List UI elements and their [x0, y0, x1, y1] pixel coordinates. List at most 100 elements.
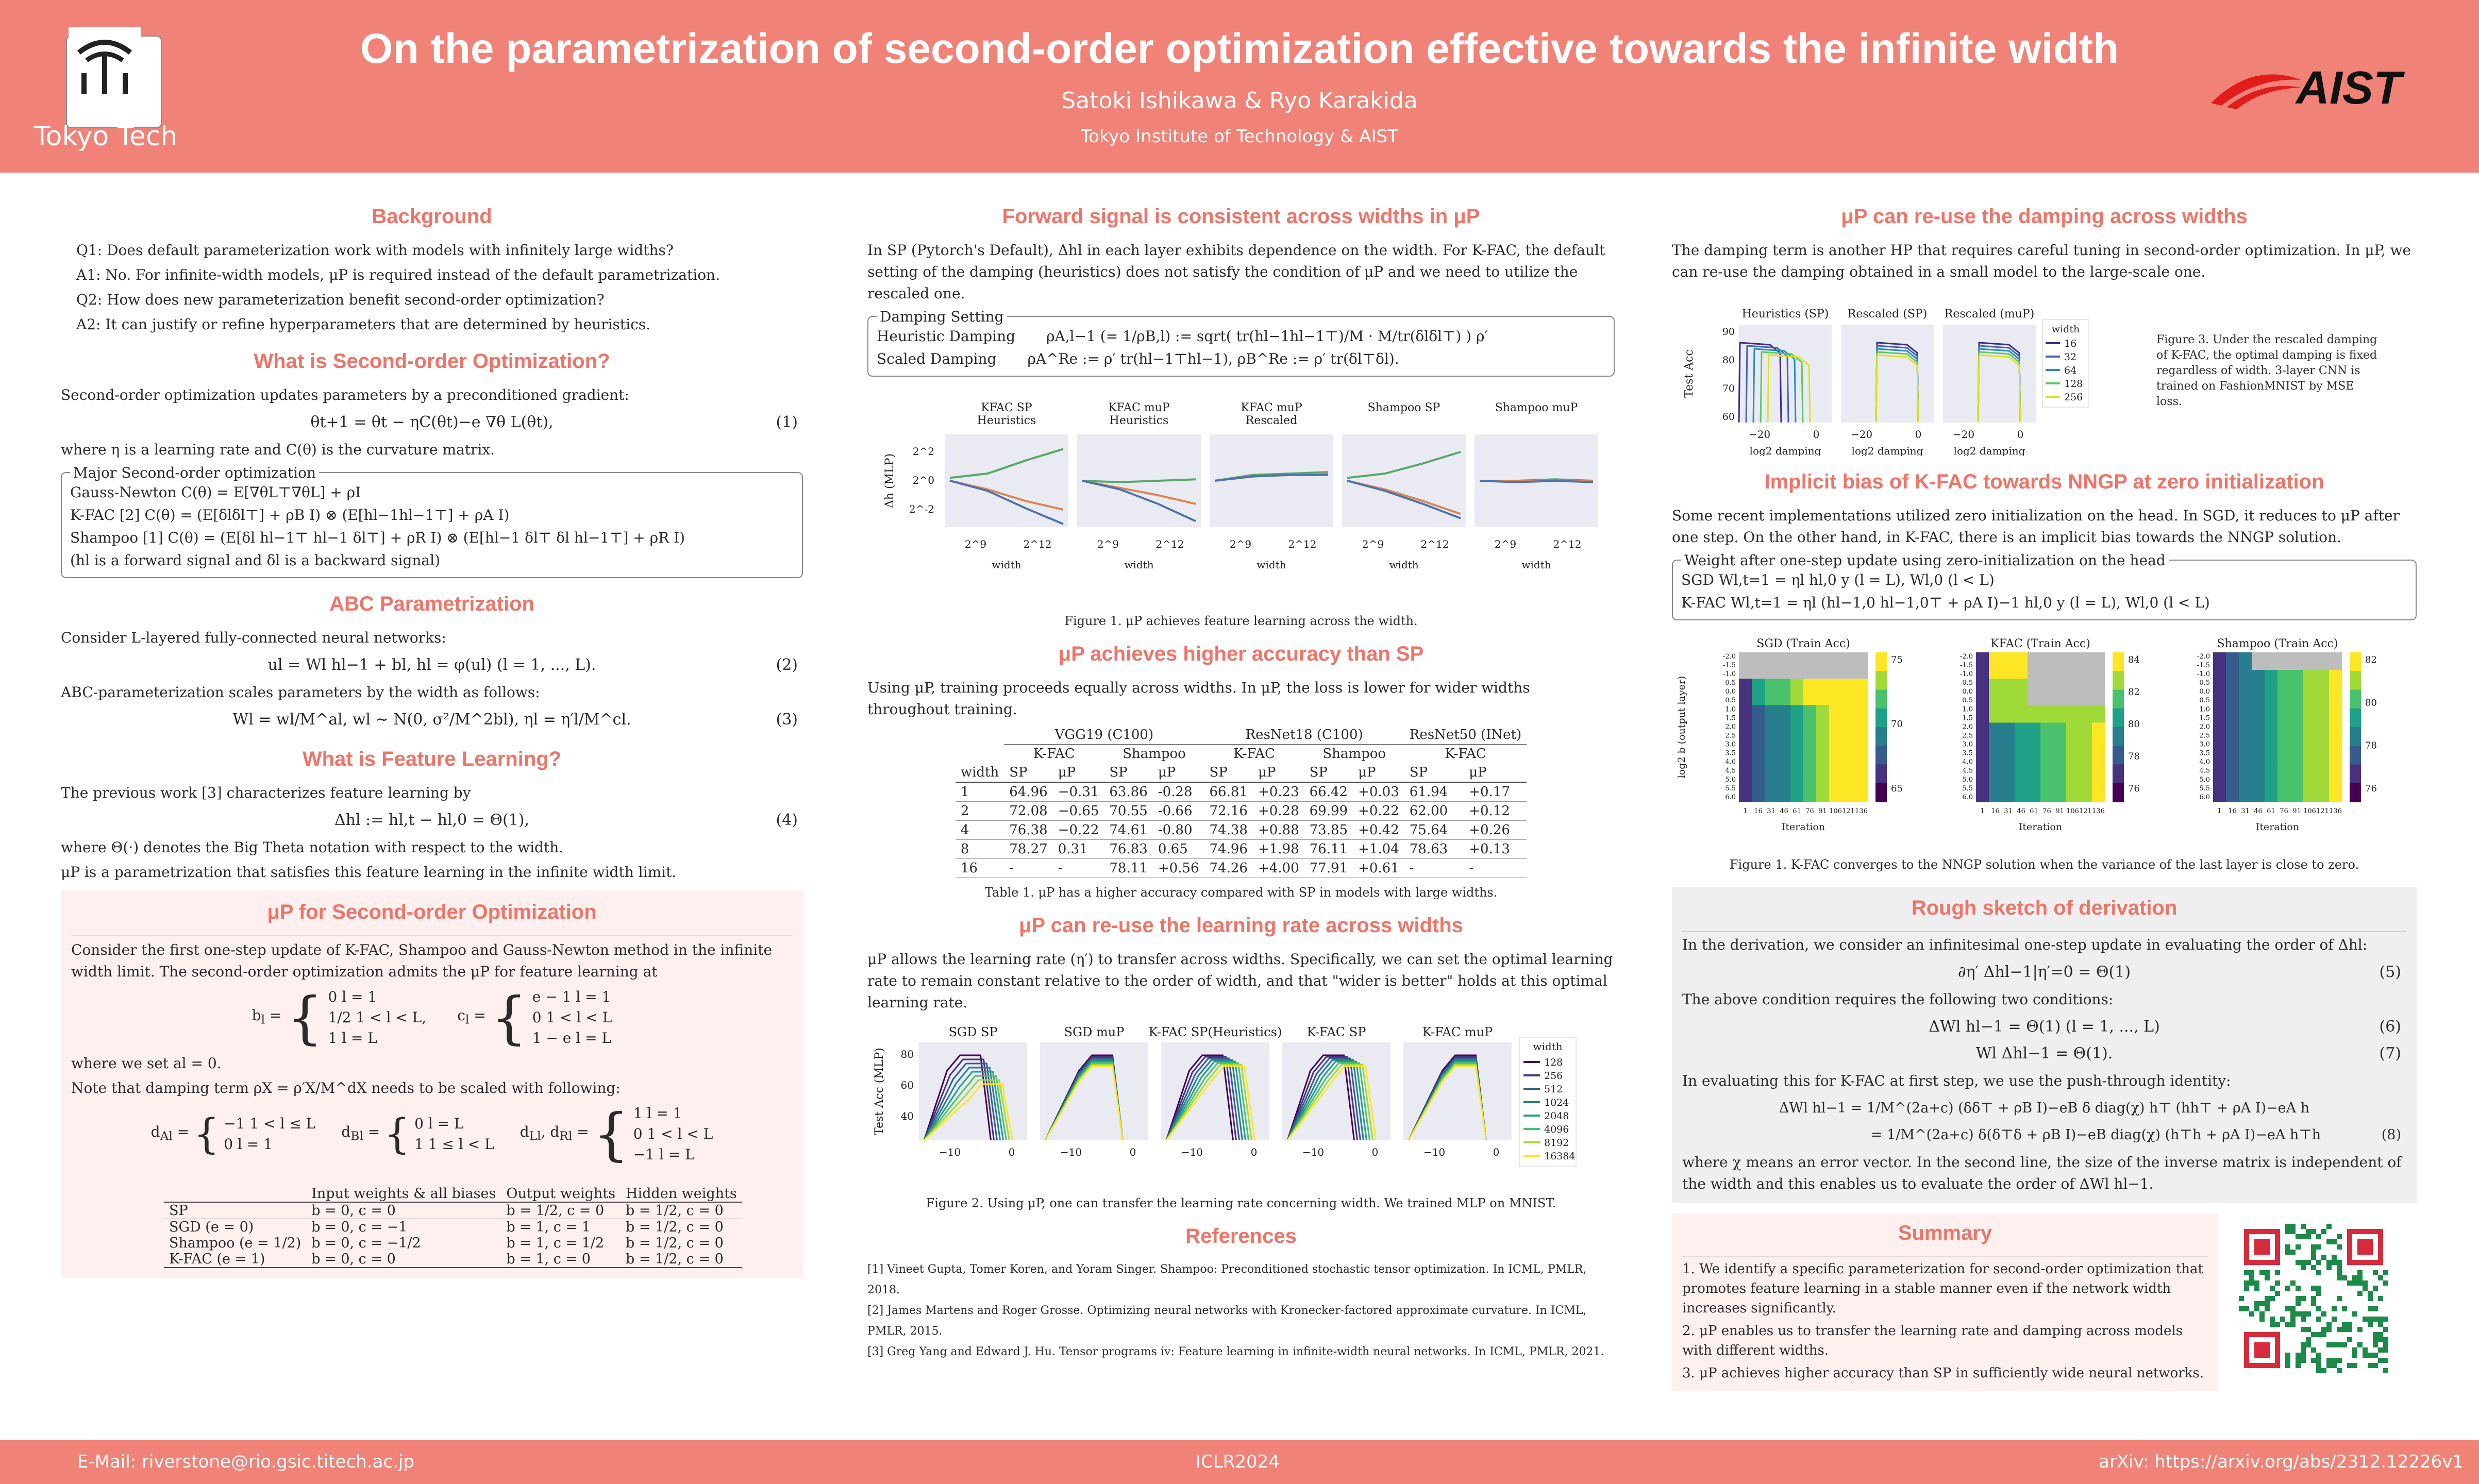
heatmap-cell [2303, 731, 2317, 741]
y-tick-label: -0.5 [1960, 679, 1973, 687]
heatmap-cell [2040, 775, 2054, 785]
y-tick-label: -0.5 [1723, 679, 1736, 687]
qr-module [2311, 1286, 2316, 1291]
x-tick-label: 2^12 [1288, 538, 1317, 550]
heatmap-cell [1765, 775, 1778, 785]
series-line [1165, 1065, 1255, 1141]
x-tick-label: 0 [1915, 428, 1922, 441]
heatmap-cell [2066, 775, 2080, 785]
qr-module [2285, 1286, 2290, 1291]
heatmap-cell [2053, 679, 2067, 688]
colorbar-segment [2113, 746, 2124, 765]
heatmap-cell [2303, 714, 2317, 723]
qr-module [2357, 1275, 2363, 1280]
qr-module [2311, 1301, 2316, 1306]
plot-panel [945, 434, 1068, 527]
legend-label: 128 [1544, 1057, 1563, 1068]
qr-module [2368, 1317, 2373, 1322]
heatmap-cell [2290, 775, 2304, 785]
series-line [1408, 1065, 1487, 1141]
so-where: where η is a learning rate and C(θ) is t… [61, 441, 495, 458]
heatmap-cell [1803, 757, 1817, 767]
heatmap-cell [2252, 766, 2265, 776]
qr-module [2368, 1353, 2373, 1358]
series-line [923, 1075, 1007, 1141]
series-line [923, 1071, 1004, 1141]
heatmap-cell [1816, 705, 1830, 714]
heatmap-cell [1989, 687, 2002, 697]
heatmap-cell [2066, 766, 2080, 776]
heatmap-cell [2092, 775, 2105, 785]
heatmap-cell [1816, 731, 1830, 741]
heatmap-cell [1803, 679, 1817, 688]
x-tick-label: 16 [1754, 807, 1763, 815]
y-tick-label: 1.5 [1962, 714, 1973, 722]
affiliation: Tokyo Institute of Technology & AIST [1081, 126, 1398, 147]
heatmap-cell [2002, 661, 2015, 670]
heatmap-cell [2053, 757, 2067, 767]
heatmap-cell [1739, 757, 1752, 767]
heatmap-cell [2066, 714, 2080, 723]
qr-code[interactable] [2239, 1224, 2388, 1373]
heatmap-cell [2303, 766, 2317, 776]
qr-module [2249, 1280, 2254, 1286]
heatmap-cell [1976, 792, 1989, 802]
legend-label: 4096 [1544, 1124, 1569, 1135]
qr-module [2301, 1347, 2306, 1353]
table-row: 2 72.08 −0.65 70.55 -0.66 72.16 +0.28 69.99 +0.2… [955, 802, 1527, 821]
qr-module [2259, 1311, 2265, 1317]
x-axis-label: log2 damping [1750, 445, 1821, 456]
heatmap-cell [1803, 661, 1817, 670]
implicit-bias-heading: Implicit bias of K-FAC towards NNGP at z… [1764, 470, 2324, 493]
heatmap-cell [1739, 722, 1752, 732]
heatmap-cell [2040, 749, 2054, 758]
x-axis-label: width [992, 559, 1021, 571]
legend-label: 512 [1544, 1084, 1563, 1095]
heatmap-cell [1765, 714, 1778, 723]
heatmap-cell [2239, 679, 2252, 688]
y-tick-label: 4.5 [2199, 767, 2210, 775]
qr-module [2332, 1363, 2337, 1368]
heatmap-cell [1778, 740, 1791, 750]
qr-module [2342, 1342, 2347, 1347]
heatmap-cell [1855, 722, 1868, 732]
heatmap-cell [1739, 784, 1752, 794]
footer-email[interactable]: E-Mail: riverstone@rio.gsic.titech.ac.jp [77, 1452, 414, 1472]
heatmap-cell [1829, 705, 1842, 714]
heatmap-cell [2252, 714, 2265, 723]
heatmap-cell [2213, 766, 2226, 776]
panel-title: KFAC muP [1241, 401, 1302, 414]
heatmap-cell [1765, 661, 1778, 670]
heatmap-cell [1752, 687, 1765, 697]
qr-module [2363, 1347, 2368, 1353]
heatmap-cell [1976, 731, 1989, 741]
footer-arxiv[interactable]: arXiv: https://arxiv.org/abs/2312.12226v… [2099, 1452, 2464, 1472]
heatmap-cell [1829, 687, 1842, 697]
fl-text: The previous work [3] characterizes feat… [61, 784, 471, 801]
qr-module [2316, 1286, 2321, 1291]
qr-module [2249, 1311, 2254, 1317]
qr-module [2347, 1322, 2352, 1327]
authors: Satoki Ishikawa & Ryo Karakida [1061, 88, 1418, 114]
heatmap-cell [2002, 775, 2015, 785]
heatmap-cell [1803, 652, 1817, 662]
heatmap-cell [2252, 652, 2265, 662]
qr-module [2296, 1353, 2301, 1358]
series-line [1738, 342, 1782, 423]
heatmap-cell [1803, 670, 1817, 679]
x-tick-label: 0 [1813, 428, 1820, 441]
heatmap-cell [2226, 652, 2239, 662]
heatmap-cell [1855, 757, 1868, 767]
qr-module [2296, 1363, 2301, 1368]
heatmap-cell [1829, 679, 1842, 688]
x-tick-label: 2^9 [965, 538, 986, 550]
heatmap-cell [2028, 705, 2041, 714]
series-line-green [949, 448, 1064, 479]
heatmap-cell [2015, 749, 2028, 758]
heatmap-cell [2316, 766, 2330, 776]
heatmap-cell [2066, 661, 2080, 670]
panel-title: Rescaled (muP) [1945, 308, 2034, 321]
heatmap-cell [2092, 661, 2105, 670]
y-tick-label: 2^-2 [909, 503, 934, 515]
weight-update-box: Weight after one-step update using zero-… [1672, 549, 2417, 620]
